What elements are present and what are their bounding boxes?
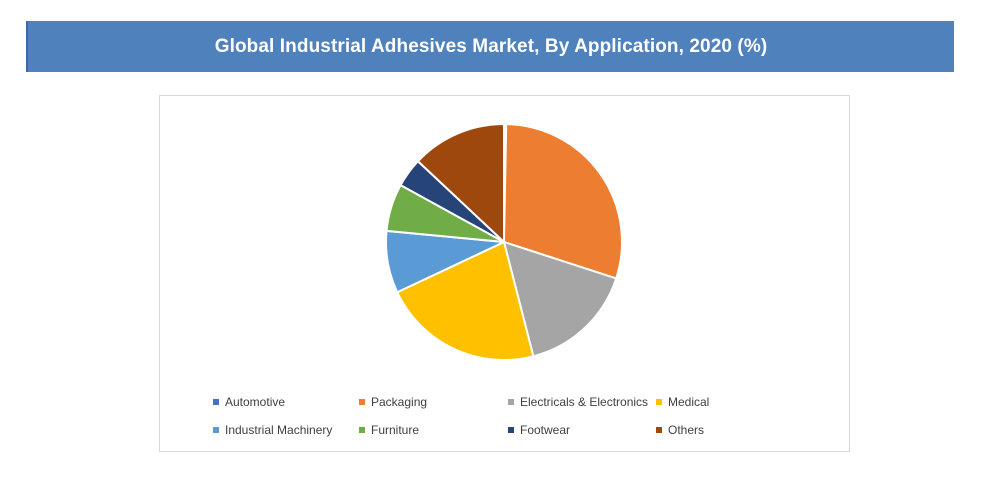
legend-swatch-medical: [656, 399, 662, 405]
pie-slice-medical: [396, 241, 535, 361]
legend-swatch-footwear: [508, 427, 514, 433]
legend-item-automotive: Automotive: [213, 395, 285, 409]
legend-label-others: Others: [668, 423, 705, 437]
legend-label-electricals: Electricals & Electronics: [520, 395, 649, 409]
legend-item-others: Others: [656, 423, 704, 437]
legend-label-footwear: Footwear: [520, 423, 571, 437]
pie-slice-others: [416, 123, 505, 243]
pie-slice-packaging: [503, 123, 623, 280]
chart-title: Global Industrial Adhesives Market, By A…: [214, 35, 768, 57]
legend-label-industrial-machinery: Industrial Machinery: [225, 423, 333, 437]
legend-item-footwear: Footwear: [508, 423, 570, 437]
pie-chart: [385, 122, 623, 361]
legend-item-furniture: Furniture: [359, 423, 419, 437]
legend-swatch-others: [656, 427, 662, 433]
legend-swatch-automotive: [213, 399, 219, 405]
legend-label-packaging: Packaging: [371, 395, 428, 409]
legend-label-automotive: Automotive: [225, 395, 286, 409]
legend-swatch-furniture: [359, 427, 365, 433]
title-banner: Global Industrial Adhesives Market, By A…: [26, 21, 954, 72]
legend-swatch-industrial-machinery: [213, 427, 219, 433]
pie-slice-electricals-electronics: [503, 241, 618, 358]
legend-swatch-electricals: [508, 399, 514, 405]
legend-item-medical: Medical: [656, 395, 709, 409]
legend-item-industrial-machinery: Industrial Machinery: [213, 423, 332, 437]
legend-item-packaging: Packaging: [359, 395, 427, 409]
legend-swatch-packaging: [359, 399, 365, 405]
legend-label-furniture: Furniture: [371, 423, 420, 437]
chart-area: Automotive Packaging Electricals & Elect…: [159, 95, 850, 452]
legend-item-electricals: Electricals & Electronics: [508, 395, 648, 409]
legend-label-medical: Medical: [668, 395, 710, 409]
